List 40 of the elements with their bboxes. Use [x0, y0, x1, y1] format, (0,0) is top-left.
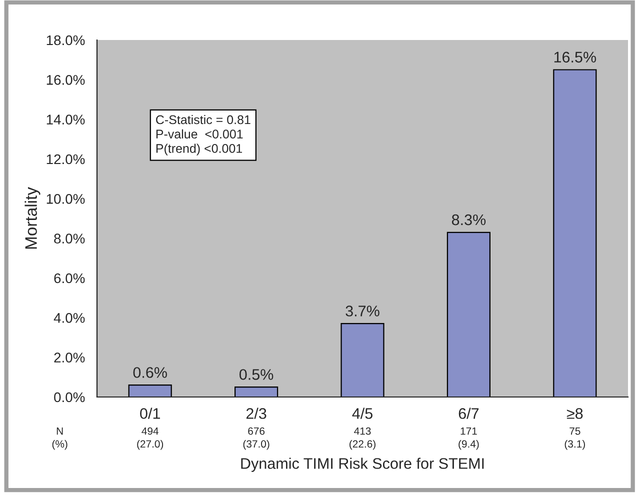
- text: (9.4): [458, 440, 479, 450]
- y-axis-title: Mortality: [24, 187, 40, 249]
- text: 494: [142, 427, 158, 435]
- text: 171: [460, 428, 477, 435]
- y-tick-label: 10.0%: [46, 194, 85, 204]
- data-label: 0.5%: [239, 369, 274, 380]
- x-tick-label: 4/5: [352, 408, 372, 419]
- data-label: 8.3%: [452, 214, 486, 226]
- x-tick-label: ≥8: [566, 408, 583, 419]
- data-label: 16.5%: [554, 52, 596, 63]
- text: (27.0): [137, 440, 164, 450]
- y-tick-label: 16.0%: [46, 75, 85, 85]
- bar: [234, 386, 278, 397]
- x-tick-label: 2/3: [246, 408, 266, 419]
- x-tick-label: 0/1: [140, 408, 160, 419]
- y-tick-label: 6.0%: [54, 273, 85, 284]
- data-label: 0.6%: [133, 367, 167, 378]
- text: (37.0): [243, 440, 270, 450]
- text: N: [56, 428, 63, 435]
- data-label: 3.7%: [346, 306, 380, 316]
- y-tick-label: 4.0%: [54, 313, 85, 323]
- annotation: C-Statistic = 0.81 P-value <0.001 P(trend) <0.001: [156, 114, 250, 156]
- text: 413: [354, 427, 371, 435]
- bar: [446, 232, 490, 397]
- y-tick-label: 12.0%: [46, 154, 85, 164]
- y-tick-label: 2.0%: [54, 352, 85, 363]
- text: 676: [248, 427, 265, 435]
- bar: [553, 69, 597, 397]
- y-tick-label: 0.0%: [54, 392, 85, 402]
- x-tick-label: 6/7: [458, 408, 479, 419]
- x-axis-title: Dynamic TIMI Risk Score for STEMI: [241, 458, 484, 472]
- y-tick-label: 14.0%: [46, 114, 85, 125]
- y-tick-label: 18.0%: [46, 35, 85, 46]
- text: 75: [570, 428, 580, 435]
- y-tick-label: 8.0%: [54, 234, 85, 244]
- text: (22.6): [350, 440, 376, 450]
- text: (3.1): [564, 440, 585, 450]
- bar: [128, 384, 172, 397]
- bar: [340, 323, 384, 397]
- text: (%): [52, 440, 68, 450]
